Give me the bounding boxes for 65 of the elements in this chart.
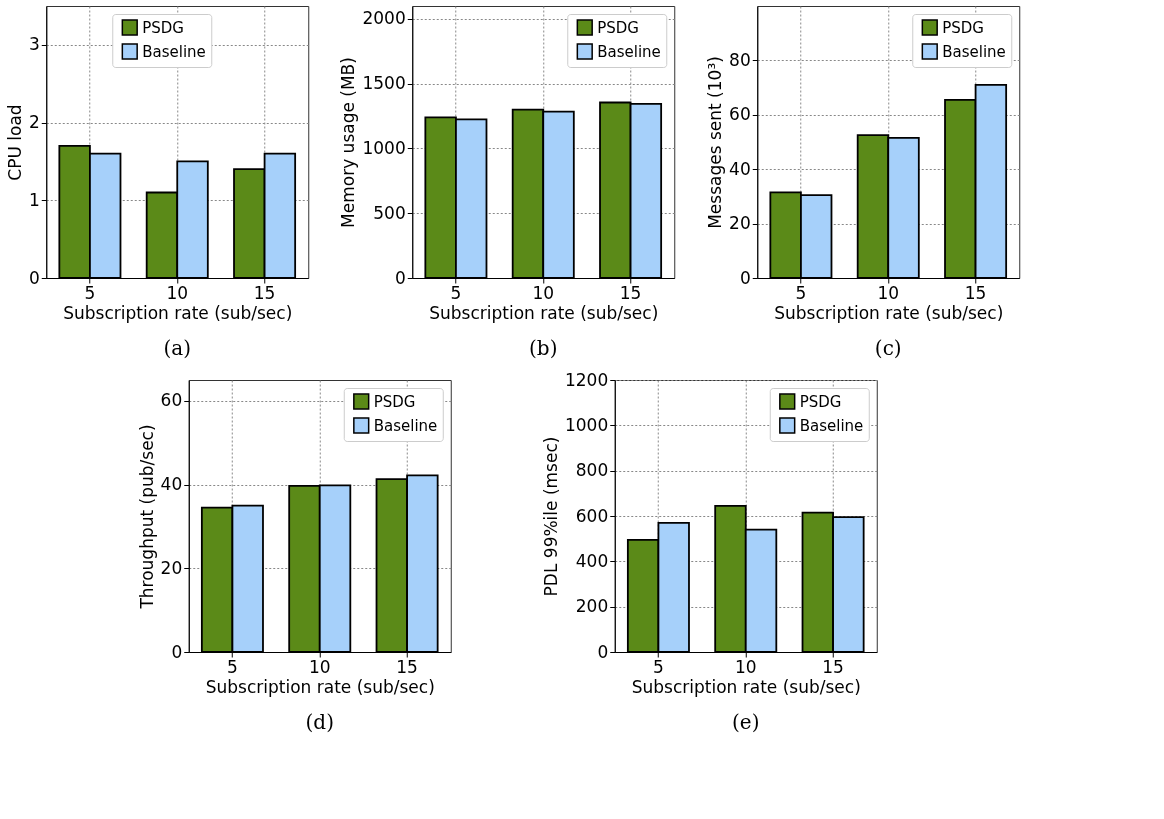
- x-axis-title: Subscription rate (sub/sec): [63, 302, 293, 323]
- y-tick-label: 60: [729, 104, 751, 125]
- x-tick-label: 15: [619, 282, 642, 303]
- y-tick-label: 1500: [362, 73, 406, 94]
- legend-label: PSDG: [597, 18, 639, 37]
- x-tick-label: 15: [396, 656, 418, 677]
- legend-label: Baseline: [942, 42, 1006, 61]
- legend-label: PSDG: [799, 392, 842, 411]
- legend-label: Baseline: [373, 416, 438, 435]
- y-tick-label: 0: [171, 641, 183, 662]
- y-tick-label: 40: [729, 158, 751, 179]
- legend-label: PSDG: [942, 18, 984, 37]
- legend-label: PSDG: [373, 392, 416, 411]
- y-tick-label: 2: [28, 112, 40, 133]
- text: (a): [163, 336, 192, 360]
- y-tick-label: 200: [575, 596, 609, 617]
- y-axis-title: PDL 99%ile (msec): [540, 436, 561, 597]
- x-tick-label: 5: [795, 282, 807, 303]
- x-tick-label: 15: [964, 282, 987, 303]
- text: (c): [874, 336, 902, 360]
- x-tick-label: 5: [450, 282, 462, 303]
- x-tick-label: 10: [532, 282, 555, 303]
- x-tick-label: 10: [877, 282, 900, 303]
- y-tick-label: 1: [28, 189, 40, 210]
- text: (d): [305, 710, 334, 734]
- y-tick-label: 60: [160, 390, 183, 411]
- y-tick-label: 400: [575, 550, 609, 571]
- x-tick-label: 15: [822, 656, 844, 677]
- y-tick-label: 1000: [564, 414, 609, 435]
- legend-label: Baseline: [799, 416, 864, 435]
- y-tick-label: 1000: [362, 137, 406, 158]
- y-tick-label: 80: [729, 49, 751, 70]
- x-axis-title: Subscription rate (sub/sec): [774, 302, 1004, 323]
- text: (b): [529, 336, 558, 360]
- legend-label: Baseline: [142, 42, 206, 61]
- y-axis-title: CPU load: [4, 104, 25, 181]
- y-tick-label: 0: [28, 267, 40, 288]
- x-tick-label: 5: [227, 656, 238, 677]
- x-axis-title: Subscription rate (sub/sec): [205, 676, 435, 697]
- x-tick-label: 15: [253, 282, 276, 303]
- legend-label: Baseline: [597, 42, 661, 61]
- y-axis-title: Throughput (pub/sec): [136, 424, 157, 610]
- x-tick-label: 10: [308, 656, 331, 677]
- y-tick-label: 0: [394, 267, 406, 288]
- x-tick-label: 10: [734, 656, 757, 677]
- y-tick-label: 0: [739, 267, 751, 288]
- x-axis-title: Subscription rate (sub/sec): [429, 302, 659, 323]
- y-tick-label: 800: [575, 460, 609, 481]
- y-tick-label: 40: [160, 474, 183, 495]
- y-tick-label: 3: [28, 34, 40, 55]
- y-tick-label: 20: [729, 213, 751, 234]
- y-tick-label: 2000: [362, 8, 406, 29]
- y-tick-label: 20: [160, 557, 183, 578]
- x-axis-title: Subscription rate (sub/sec): [631, 676, 861, 697]
- legend-label: PSDG: [142, 18, 184, 37]
- y-tick-label: 1200: [564, 369, 609, 390]
- y-tick-label: 0: [597, 641, 609, 662]
- y-axis-title: Memory usage (MB): [338, 57, 359, 228]
- y-tick-label: 500: [373, 202, 406, 223]
- y-axis-title: Messages sent (10³): [705, 56, 726, 229]
- text: (e): [732, 710, 760, 734]
- x-tick-label: 5: [84, 282, 96, 303]
- y-tick-label: 600: [575, 505, 609, 526]
- x-tick-label: 10: [166, 282, 189, 303]
- x-tick-label: 5: [653, 656, 664, 677]
